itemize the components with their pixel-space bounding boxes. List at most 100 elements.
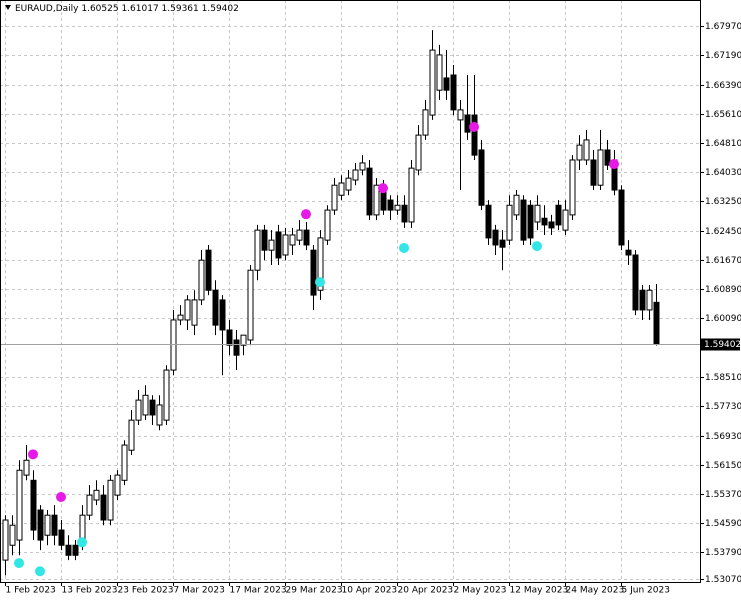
candle-body	[317, 237, 324, 291]
candle-body	[499, 239, 506, 248]
signal-marker	[399, 242, 409, 253]
x-tick-label: 12 May 2023	[510, 586, 569, 596]
x-tick-label: 13 Feb 2023	[62, 586, 118, 596]
candle-body	[590, 159, 597, 186]
candle-body	[100, 494, 107, 521]
candle-body	[520, 199, 527, 241]
x-tick-label: 10 Apr 2023	[342, 586, 398, 596]
y-tick-label: 1.62450	[705, 227, 741, 237]
candle-body	[646, 289, 653, 311]
candle-body	[135, 399, 142, 421]
candle-body	[16, 469, 23, 541]
candle-body	[289, 234, 296, 246]
candle-body	[436, 54, 443, 91]
signal-marker	[301, 209, 311, 220]
candle-body	[415, 134, 422, 171]
candle-body	[240, 334, 247, 346]
y-tick-label: 1.66390	[705, 81, 741, 91]
signal-marker	[77, 537, 87, 548]
candle-body	[541, 217, 548, 226]
x-tick-label: 7 Mar 2023	[174, 586, 225, 596]
candle-body	[226, 329, 233, 346]
candle-body	[352, 169, 359, 181]
candle-body	[422, 109, 429, 136]
y-tick-label: 1.64810	[705, 139, 741, 149]
candle-body	[2, 519, 9, 561]
x-tick-label: 1 Feb 2023	[6, 586, 56, 596]
candle-body	[86, 494, 93, 516]
candle-body	[205, 249, 212, 291]
y-tick-label: 1.56930	[705, 432, 741, 442]
candle-body	[338, 182, 345, 196]
candle-body	[114, 474, 121, 496]
x-tick-label: 29 Mar 2023	[286, 586, 343, 596]
candle-body	[583, 139, 590, 161]
last-price-label: 1.59402	[704, 340, 741, 350]
candle-body	[534, 204, 541, 223]
candle-body	[345, 177, 352, 191]
y-tick-label: 1.60890	[705, 285, 741, 295]
candle-body	[366, 167, 373, 216]
y-tick-label: 1.56150	[705, 461, 741, 471]
candle-body	[72, 544, 79, 556]
candle-body	[261, 229, 268, 251]
signal-marker	[28, 449, 38, 460]
candle-body	[471, 114, 478, 156]
candle-body	[128, 419, 135, 451]
candle-body	[37, 509, 44, 541]
candle-body	[359, 162, 366, 171]
candle-body	[296, 229, 303, 241]
candle-body	[632, 254, 639, 311]
signal-marker	[609, 159, 619, 170]
candle-body	[597, 149, 604, 186]
plot-frame	[0, 0, 701, 583]
candle-body	[387, 199, 394, 211]
candle-body	[51, 514, 58, 536]
candle-body	[44, 514, 51, 536]
candle-body	[30, 479, 37, 531]
y-tick-label: 1.61670	[705, 256, 741, 266]
x-tick-label: 17 Mar 2023	[230, 586, 287, 596]
candle-body	[212, 289, 219, 326]
candle-body	[177, 314, 184, 321]
candle-body	[429, 49, 436, 116]
candle-body	[625, 249, 632, 256]
candle-body	[576, 144, 583, 161]
x-tick-label: 2 May 2023	[454, 586, 507, 596]
candle-body	[142, 394, 149, 416]
candle-body	[191, 299, 198, 326]
candle-body	[163, 369, 170, 421]
candle-body	[254, 229, 261, 271]
candle-body	[219, 299, 226, 331]
x-tick-label: 24 May 2023	[566, 586, 625, 596]
y-tick-label: 1.54590	[705, 519, 741, 529]
signal-marker	[469, 121, 479, 132]
candle-body	[93, 489, 100, 501]
candle-body	[156, 404, 163, 426]
candle-body	[478, 149, 485, 206]
signal-marker	[378, 183, 388, 194]
candle-body	[555, 204, 562, 226]
low-value: 1.59361	[162, 4, 199, 14]
y-tick-label: 1.67970	[705, 22, 741, 32]
candle-body	[331, 184, 338, 211]
candle-body	[268, 239, 275, 251]
y-tick-label: 1.53790	[705, 548, 741, 558]
candle-body	[569, 159, 576, 216]
signal-marker	[14, 558, 24, 569]
candle-body	[401, 204, 408, 223]
candle-body	[149, 399, 156, 416]
candle-body	[23, 459, 30, 476]
candle-body	[198, 259, 205, 301]
signal-marker	[532, 241, 542, 252]
candle-body	[303, 229, 310, 246]
y-tick-label: 1.63250	[705, 197, 741, 207]
candle-body	[58, 529, 65, 546]
candle-body	[450, 74, 457, 111]
candle-body	[394, 204, 401, 211]
y-tick-label: 1.57730	[705, 402, 741, 412]
high-value: 1.61017	[121, 4, 158, 14]
candle-body	[121, 444, 128, 481]
